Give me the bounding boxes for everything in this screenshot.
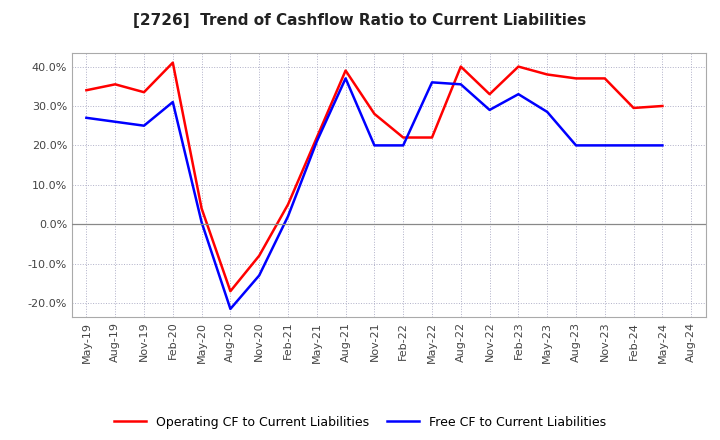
Operating CF to Current Liabilities — [226, 289, 235, 294]
Free CF to Current Liabilities — [341, 76, 350, 81]
Operating CF to Current Liabilities — [399, 135, 408, 140]
Operating CF to Current Liabilities — [629, 105, 638, 110]
Operating CF to Current Liabilities — [514, 64, 523, 69]
Free CF to Current Liabilities — [111, 119, 120, 125]
Free CF to Current Liabilities — [456, 82, 465, 87]
Free CF to Current Liabilities — [629, 143, 638, 148]
Free CF to Current Liabilities — [399, 143, 408, 148]
Free CF to Current Liabilities — [485, 107, 494, 113]
Free CF to Current Liabilities — [370, 143, 379, 148]
Free CF to Current Liabilities — [284, 214, 292, 219]
Operating CF to Current Liabilities — [140, 90, 148, 95]
Operating CF to Current Liabilities — [600, 76, 609, 81]
Line: Operating CF to Current Liabilities: Operating CF to Current Liabilities — [86, 62, 662, 291]
Free CF to Current Liabilities — [197, 220, 206, 225]
Operating CF to Current Liabilities — [111, 82, 120, 87]
Free CF to Current Liabilities — [428, 80, 436, 85]
Free CF to Current Liabilities — [168, 99, 177, 105]
Free CF to Current Liabilities — [543, 109, 552, 114]
Operating CF to Current Liabilities — [543, 72, 552, 77]
Operating CF to Current Liabilities — [168, 60, 177, 65]
Operating CF to Current Liabilities — [284, 202, 292, 207]
Free CF to Current Liabilities — [658, 143, 667, 148]
Operating CF to Current Liabilities — [341, 68, 350, 73]
Operating CF to Current Liabilities — [197, 206, 206, 211]
Operating CF to Current Liabilities — [572, 76, 580, 81]
Legend: Operating CF to Current Liabilities, Free CF to Current Liabilities: Operating CF to Current Liabilities, Fre… — [109, 411, 611, 434]
Free CF to Current Liabilities — [255, 273, 264, 278]
Free CF to Current Liabilities — [312, 139, 321, 144]
Operating CF to Current Liabilities — [312, 135, 321, 140]
Operating CF to Current Liabilities — [255, 253, 264, 258]
Free CF to Current Liabilities — [572, 143, 580, 148]
Free CF to Current Liabilities — [600, 143, 609, 148]
Operating CF to Current Liabilities — [456, 64, 465, 69]
Free CF to Current Liabilities — [514, 92, 523, 97]
Operating CF to Current Liabilities — [370, 111, 379, 117]
Operating CF to Current Liabilities — [485, 92, 494, 97]
Text: [2726]  Trend of Cashflow Ratio to Current Liabilities: [2726] Trend of Cashflow Ratio to Curren… — [133, 13, 587, 28]
Operating CF to Current Liabilities — [428, 135, 436, 140]
Free CF to Current Liabilities — [140, 123, 148, 128]
Free CF to Current Liabilities — [226, 306, 235, 312]
Operating CF to Current Liabilities — [82, 88, 91, 93]
Line: Free CF to Current Liabilities: Free CF to Current Liabilities — [86, 78, 662, 309]
Free CF to Current Liabilities — [82, 115, 91, 121]
Operating CF to Current Liabilities — [658, 103, 667, 109]
